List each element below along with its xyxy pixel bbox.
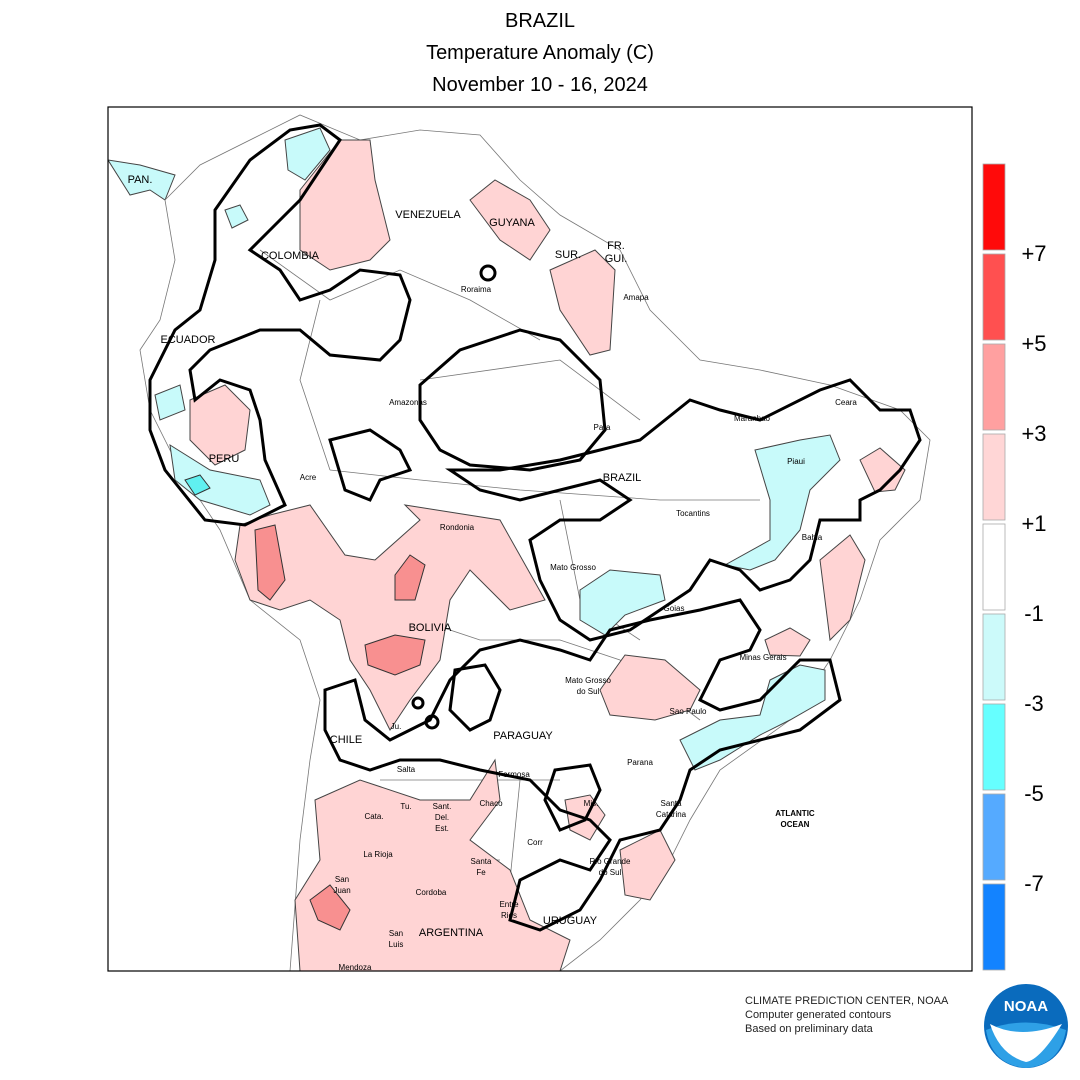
place-labels: PAN. VENEZUELA GUYANA SUR. FR. GUI. COLOMBIA Ro… bbox=[128, 174, 858, 972]
title-dates: November 10 - 16, 2024 bbox=[432, 74, 648, 96]
place-label: Santa Fe bbox=[471, 857, 492, 877]
place-label: Entre Rios bbox=[499, 900, 519, 920]
place-label: Rondonia bbox=[440, 523, 475, 532]
place-label: Santa Catarina bbox=[656, 799, 687, 819]
place-label: CHILE bbox=[330, 734, 362, 746]
legend-swatch bbox=[982, 793, 1006, 881]
legend-label: -7 bbox=[1024, 871, 1044, 896]
place-label: Chaco bbox=[479, 799, 503, 808]
place-label: Ceara bbox=[835, 398, 857, 407]
place-label: Cordoba bbox=[416, 888, 447, 897]
place-label: COLOMBIA bbox=[261, 250, 320, 262]
legend-swatch bbox=[982, 343, 1006, 431]
place-label: Piaui bbox=[787, 457, 805, 466]
place-label: Formosa bbox=[498, 770, 530, 779]
color-legend: +7 +5 +3 +1 -1 -3 -5 -7 bbox=[982, 163, 1047, 971]
legend-swatch bbox=[982, 883, 1006, 971]
place-label: PAN. bbox=[128, 174, 153, 186]
place-label: GUYANA bbox=[489, 217, 535, 229]
place-label: Tocantins bbox=[676, 509, 710, 518]
place-label: ECUADOR bbox=[160, 334, 215, 346]
place-label: BRAZIL bbox=[603, 472, 642, 484]
legend-swatch bbox=[982, 703, 1006, 791]
place-label: Ju. bbox=[391, 722, 402, 731]
legend-label: -3 bbox=[1024, 691, 1044, 716]
logo-text: NOAA bbox=[1004, 998, 1048, 1015]
footer-line: Computer generated contours bbox=[745, 1009, 892, 1021]
place-label: Minas Gerais bbox=[739, 653, 786, 662]
place-label: PERU bbox=[209, 453, 240, 465]
legend-swatch bbox=[982, 163, 1006, 251]
place-label: La Rioja bbox=[363, 850, 393, 859]
place-label: Goias bbox=[664, 604, 685, 613]
place-label: Rio Grande do Sul bbox=[590, 857, 631, 877]
title-country: BRAZIL bbox=[505, 10, 575, 32]
map-frame bbox=[107, 106, 973, 972]
place-label: Maranhao bbox=[734, 414, 771, 423]
place-label: SUR. bbox=[555, 249, 581, 261]
place-label: Bahia bbox=[802, 533, 823, 542]
place-label: Amapa bbox=[623, 293, 649, 302]
map-body bbox=[108, 107, 972, 971]
place-label: URUGUAY bbox=[543, 915, 598, 927]
legend-label: +1 bbox=[1021, 511, 1046, 536]
legend-label: +5 bbox=[1021, 331, 1046, 356]
place-label: Para bbox=[594, 423, 611, 432]
place-label: BOLIVIA bbox=[409, 622, 452, 634]
legend-swatch bbox=[982, 613, 1006, 701]
place-label: Corr bbox=[527, 838, 543, 847]
place-label: FR. GUI. bbox=[605, 240, 628, 265]
legend-label: +7 bbox=[1021, 241, 1046, 266]
place-label: Cata. bbox=[364, 812, 383, 821]
place-label: VENEZUELA bbox=[395, 209, 461, 221]
legend-label: +3 bbox=[1021, 421, 1046, 446]
place-label: Roraima bbox=[461, 285, 492, 294]
legend-label: -1 bbox=[1024, 601, 1044, 626]
place-label: Acre bbox=[300, 473, 317, 482]
place-label: Sao Paulo bbox=[670, 707, 707, 716]
place-label: Amazonas bbox=[389, 398, 427, 407]
place-label: Salta bbox=[397, 765, 416, 774]
place-label: Sant. Del. Est. bbox=[433, 802, 452, 833]
place-label: Mendoza bbox=[339, 963, 372, 972]
place-label: ARGENTINA bbox=[419, 927, 484, 939]
legend-label: -5 bbox=[1024, 781, 1044, 806]
legend-swatch bbox=[982, 523, 1006, 611]
place-label: ATLANTIC OCEAN bbox=[775, 809, 815, 829]
place-label: San Luis bbox=[389, 929, 404, 949]
place-label: PARAGUAY bbox=[493, 730, 553, 742]
footer-line: Based on preliminary data bbox=[745, 1023, 874, 1035]
legend-swatch bbox=[982, 253, 1006, 341]
title: Temperature Anomaly (C) bbox=[426, 42, 654, 64]
place-label: Mis. bbox=[584, 799, 599, 808]
place-label: San Juan bbox=[333, 875, 350, 895]
place-label: Mato Grosso do Sul bbox=[565, 676, 611, 696]
place-label: Tu. bbox=[400, 802, 411, 811]
place-label: Parana bbox=[627, 758, 653, 767]
footer-line: CLIMATE PREDICTION CENTER, NOAA bbox=[745, 995, 949, 1007]
place-label: Mato Grosso bbox=[550, 563, 596, 572]
legend-swatch bbox=[982, 433, 1006, 521]
